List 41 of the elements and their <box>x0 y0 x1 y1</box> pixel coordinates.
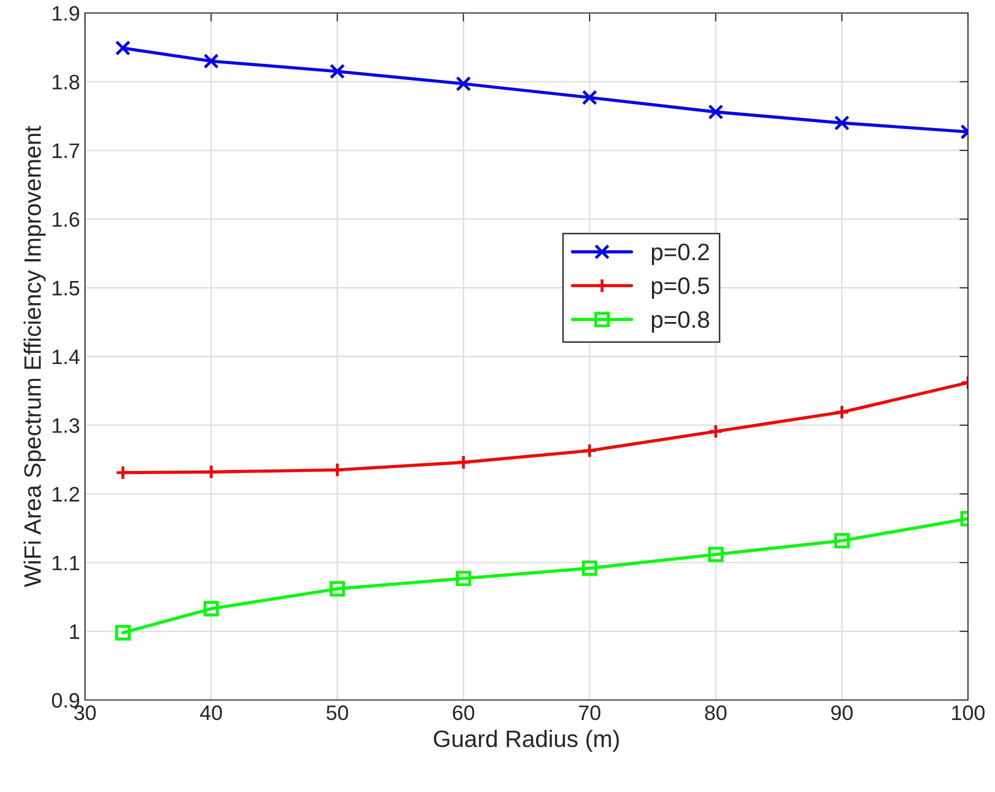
y-tick-label: 1 <box>70 624 80 639</box>
point <box>456 76 472 92</box>
y-tick-label: 1.4 <box>52 350 80 364</box>
point <box>708 546 724 562</box>
y-tick-label: 1.8 <box>52 74 80 90</box>
y-tick-label: 1.5 <box>52 281 80 296</box>
point <box>456 570 472 586</box>
x-tick-label: 50 <box>326 705 348 720</box>
point <box>115 625 130 640</box>
x-tick-label: 70 <box>579 705 600 720</box>
legend-label: p=0.8 <box>652 311 710 333</box>
point <box>708 424 724 440</box>
point <box>204 600 219 616</box>
point <box>582 90 598 106</box>
point <box>330 581 345 596</box>
point <box>330 64 345 80</box>
y-tick-label: 1.6 <box>52 212 80 227</box>
point <box>834 404 850 420</box>
y-axis-title: WiFi Area Spectrum Efficiency Improvement <box>24 126 46 588</box>
point <box>834 115 850 131</box>
y-tick-label: 1.7 <box>52 144 80 158</box>
point <box>708 104 724 120</box>
x-axis-title: Guard Radius (m) <box>434 730 619 752</box>
point <box>115 40 130 56</box>
legend-label: p=0.5 <box>652 277 710 299</box>
point <box>456 454 472 470</box>
x-tick-label: 60 <box>452 705 474 720</box>
x-tick-label: 90 <box>831 705 853 720</box>
point <box>582 442 598 458</box>
point <box>582 560 598 576</box>
x-tick-label: 40 <box>200 705 222 720</box>
legend-label: p=0.2 <box>652 244 709 265</box>
x-tick-label: 100 <box>952 705 985 720</box>
y-tick-label: 1.9 <box>52 6 80 21</box>
y-tick-label: 1.2 <box>52 486 80 502</box>
point <box>330 462 345 478</box>
point <box>834 532 850 548</box>
x-tick-label: 80 <box>705 705 726 720</box>
y-tick-label: 1.3 <box>52 418 80 433</box>
point <box>204 53 219 69</box>
y-tick-label: 1.1 <box>52 556 80 570</box>
